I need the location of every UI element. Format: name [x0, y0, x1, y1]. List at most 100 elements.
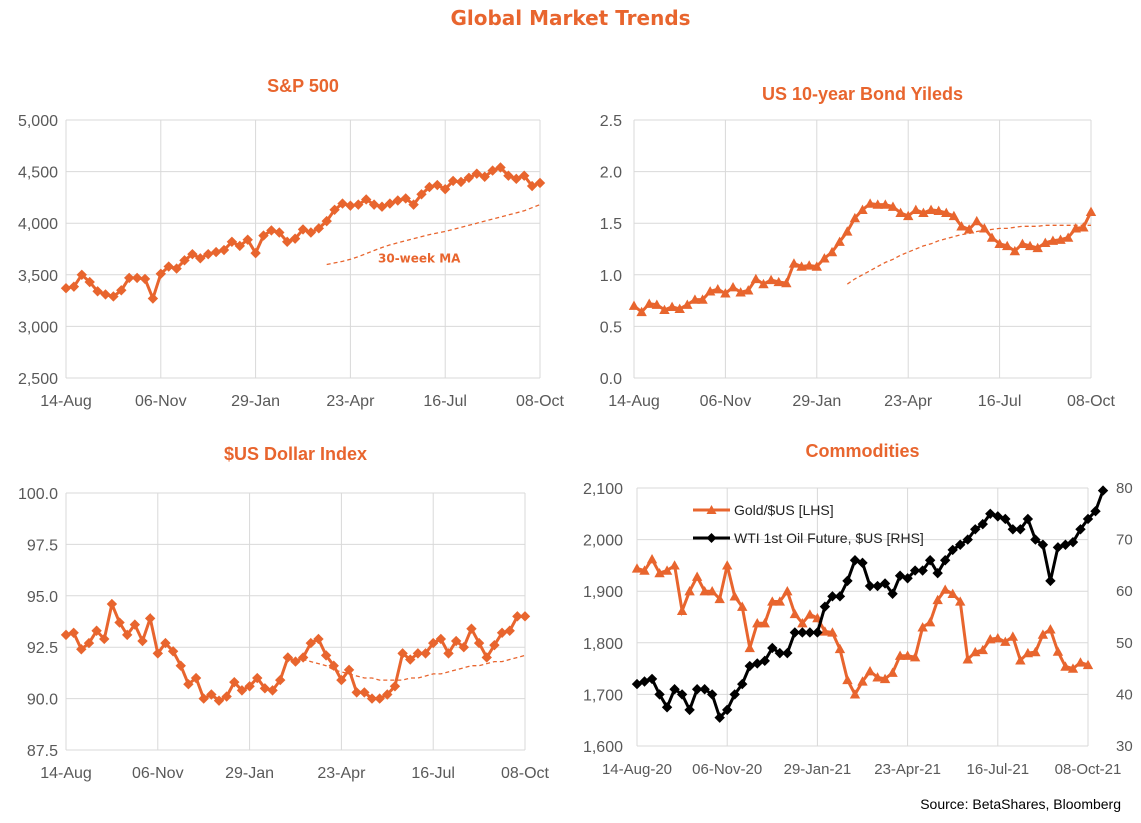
data-point — [353, 199, 364, 210]
data-point — [872, 672, 883, 682]
data-point — [849, 555, 861, 566]
data-point — [163, 261, 174, 272]
series-1 — [326, 203, 541, 266]
data-point — [720, 288, 731, 298]
data-point — [744, 660, 755, 672]
data-point — [714, 593, 725, 604]
data-point — [924, 616, 936, 627]
data-point — [699, 586, 710, 596]
chart-title: Commodities — [805, 441, 919, 461]
y-tick-label: 4,500 — [18, 165, 58, 182]
data-point — [767, 596, 778, 606]
data-point — [1007, 631, 1019, 641]
data-point — [765, 274, 777, 285]
legend-label: WTI 1st Oil Future, $US [RHS] — [734, 530, 924, 546]
data-point — [782, 647, 793, 659]
y2-tick-label: 70 — [1116, 532, 1133, 549]
data-point — [774, 596, 786, 606]
data-point — [416, 189, 427, 200]
data-point — [83, 637, 95, 649]
x-tick-label: 16-Jul — [423, 393, 467, 410]
data-point — [368, 199, 380, 210]
data-point — [1045, 575, 1056, 587]
y-tick-label: 87.5 — [27, 743, 58, 760]
data-point — [939, 584, 951, 594]
data-point — [909, 652, 921, 662]
data-point — [313, 223, 324, 234]
data-point — [812, 627, 823, 638]
data-point — [646, 673, 658, 685]
data-point — [811, 261, 822, 271]
data-point — [289, 233, 301, 244]
data-point — [902, 650, 913, 660]
y2-tick-label: 60 — [1116, 583, 1133, 600]
x-tick-label: 23-Apr — [884, 393, 933, 410]
series-0 — [631, 554, 1094, 699]
moving-average-line — [295, 654, 526, 681]
y-tick-label: 0.5 — [600, 319, 622, 336]
data-point — [305, 227, 317, 238]
y2-tick-label: 50 — [1116, 635, 1133, 652]
data-point — [789, 608, 801, 619]
data-point — [697, 294, 708, 304]
x-tick-label: 29-Jan — [231, 393, 280, 410]
y-tick-label: 100.0 — [18, 486, 58, 503]
series-line — [636, 556, 1089, 698]
data-point — [345, 200, 356, 211]
data-point — [519, 611, 531, 622]
data-point — [979, 223, 990, 233]
data-point — [773, 276, 784, 287]
data-point — [819, 626, 831, 636]
x-tick-label: 23-Apr — [326, 393, 375, 410]
data-point — [955, 539, 966, 550]
x-tick-label: 06-Nov — [700, 393, 752, 410]
data-point — [155, 268, 166, 279]
data-point — [250, 247, 261, 259]
data-point — [759, 655, 770, 667]
series-0 — [628, 198, 1097, 317]
data-point — [92, 286, 103, 297]
data-point — [60, 283, 72, 294]
data-point — [666, 301, 678, 311]
data-point — [977, 644, 988, 655]
data-point — [210, 246, 222, 258]
commodities-chart: Commodities 1,600 1,700 1,800 1,900 2,000 2,10… — [560, 440, 1141, 790]
data-point — [329, 204, 340, 215]
data-point — [722, 560, 733, 570]
data-point — [131, 272, 143, 284]
data-point — [918, 207, 929, 218]
data-point — [819, 253, 830, 263]
data-point — [481, 652, 492, 663]
x-tick-label: 29-Jan — [792, 393, 841, 410]
data-point — [857, 204, 868, 214]
data-point — [849, 689, 861, 699]
x-tick-label: 14-Aug — [40, 393, 92, 410]
data-point — [939, 555, 951, 566]
data-point — [526, 180, 538, 192]
data-point — [512, 611, 523, 622]
series-1 — [295, 654, 526, 681]
sp500-svg: S&P 500 2,500 3,000 3,500 4,000 4,500 5,000 14-… — [18, 76, 565, 410]
data-point — [941, 207, 952, 218]
data-point — [195, 253, 206, 264]
data-point — [1052, 646, 1064, 656]
y-tick-label: 2.5 — [600, 113, 622, 130]
data-point — [183, 679, 194, 690]
series-0 — [60, 598, 531, 706]
data-point — [759, 617, 770, 628]
x-tick-label: 16-Jul — [411, 765, 455, 782]
data-point — [68, 627, 79, 639]
dollar-index-chart: $US Dollar Index 87.5 90.0 92.5 95.0 97.5 100.… — [0, 440, 580, 790]
data-point — [803, 260, 815, 270]
data-point — [985, 633, 996, 644]
data-point — [218, 244, 230, 256]
data-point — [955, 596, 966, 606]
data-point — [1062, 232, 1074, 242]
data-point — [1078, 222, 1089, 232]
data-point — [887, 667, 898, 677]
data-point — [956, 221, 967, 231]
data-point — [674, 303, 685, 314]
data-point — [925, 204, 937, 214]
data-point — [857, 557, 868, 569]
data-point — [752, 617, 763, 628]
